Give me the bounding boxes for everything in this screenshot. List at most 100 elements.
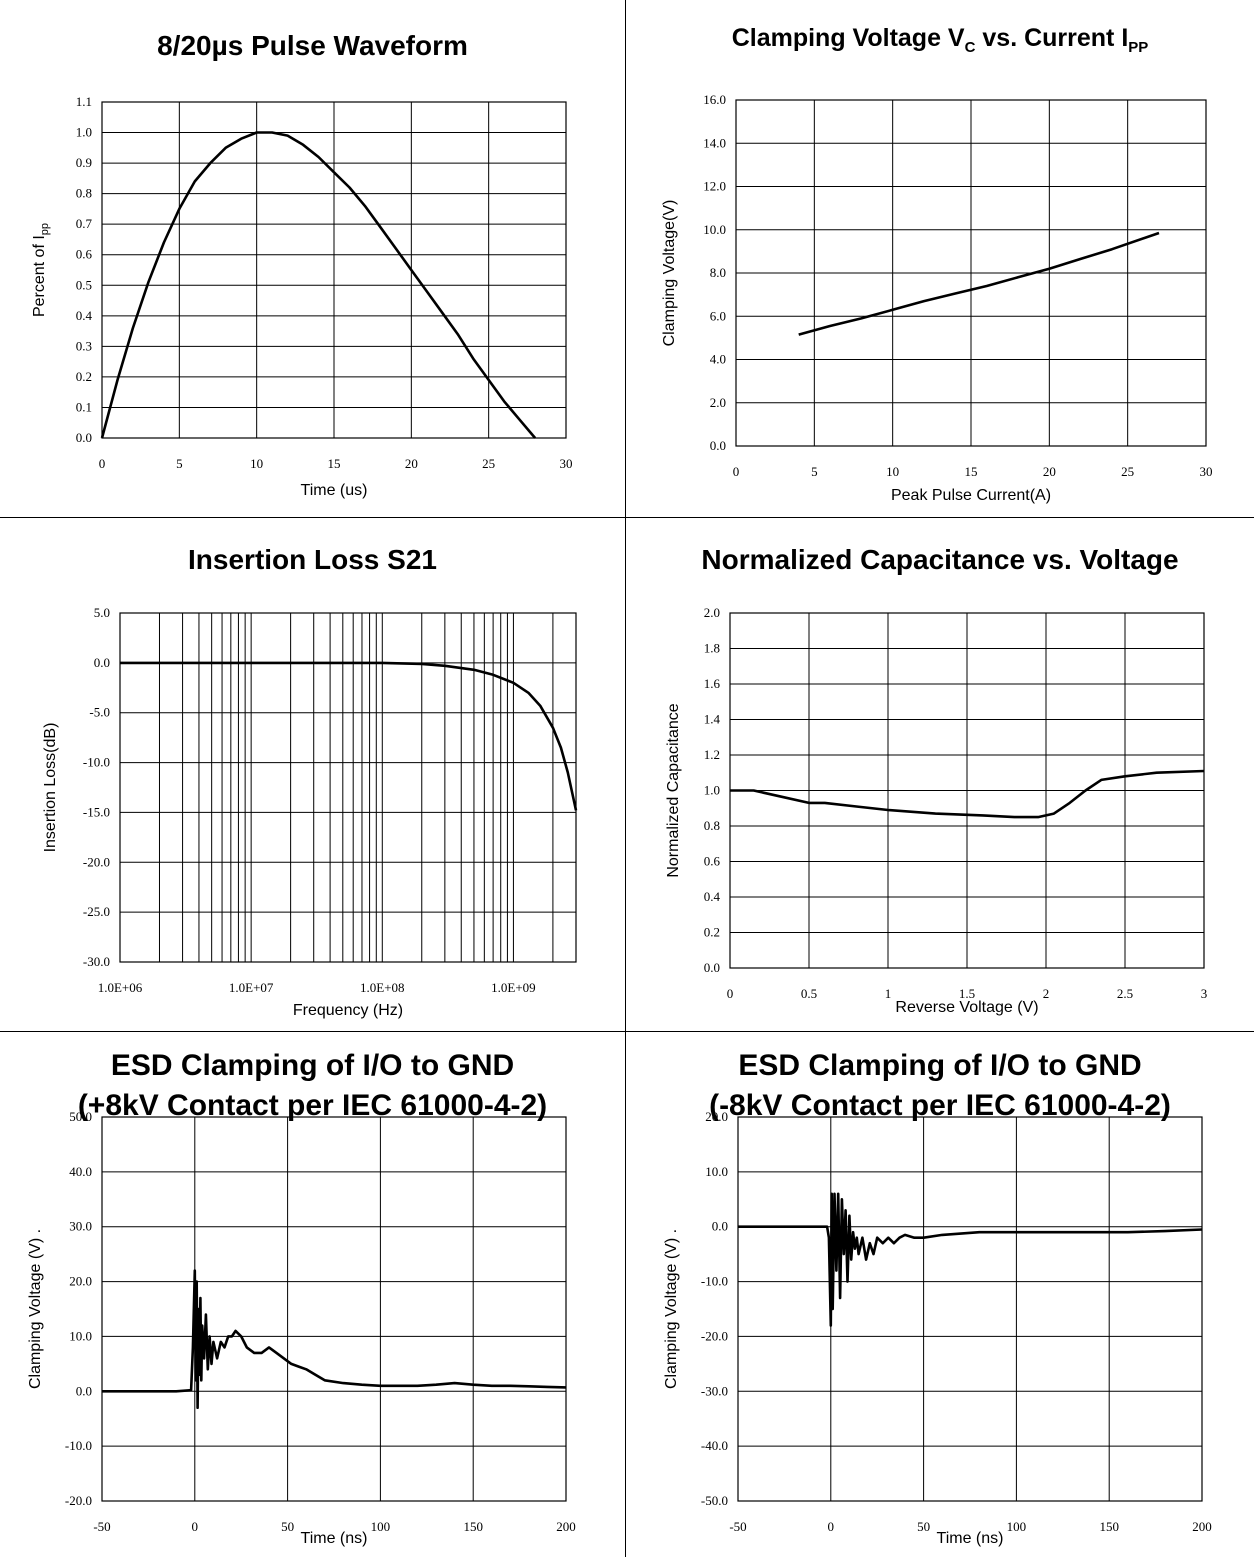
y-tick-label: 50.0	[69, 1109, 92, 1124]
y-tick-label: 0.0	[704, 960, 720, 975]
x-tick-label: 30	[1200, 464, 1213, 479]
chart-title: 8/20µs Pulse Waveform	[157, 30, 468, 61]
x-tick-label: 200	[1192, 1519, 1212, 1534]
x-tick-label: 0.5	[801, 986, 817, 1001]
x-axis-label: Time (ns)	[301, 1530, 368, 1547]
series-line	[730, 769, 1205, 819]
plot-area	[737, 1116, 1203, 1502]
chart-title-line1: ESD Clamping of I/O to GND	[738, 1049, 1142, 1082]
x-axis-label: Peak Pulse Current(A)	[891, 487, 1051, 504]
pulse-waveform-panel: 8/20µs Pulse Waveform 0.0 0.1 0.2 0.3 0.4 0.5…	[0, 0, 626, 518]
y-tick-label: 30.0	[69, 1219, 92, 1234]
x-axis-label: Time (ns)	[937, 1530, 1004, 1547]
y-axis-label: Clamping Voltage (V) .	[663, 1229, 680, 1389]
series-line	[798, 231, 1160, 336]
x-tick-label: 1.0E+07	[229, 980, 274, 995]
x-tick-label: 2	[1043, 986, 1050, 1001]
clamping-voltage-chart: 0.0 2.0 4.0 6.0 8.0 10.0 12.0 14.0 16.0 0 5 10 15 20 2…	[661, 92, 1213, 504]
x-axis-label: Time (us)	[301, 482, 368, 499]
y-tick-label: -40.0	[701, 1438, 728, 1453]
grid	[729, 612, 1205, 969]
y-tick-label: -30.0	[83, 954, 110, 969]
y-tick-label: 1.0	[76, 125, 92, 140]
x-tick-label: 15	[965, 464, 978, 479]
y-tick-label: 14.0	[703, 135, 726, 150]
x-tick-label: 100	[371, 1519, 391, 1534]
x-tick-label: 50	[917, 1519, 930, 1534]
y-tick-label: 1.8	[704, 641, 720, 656]
esd-positive-panel: ESD Clamping of I/O to GND (+8kV Contact…	[0, 1032, 626, 1557]
y-tick-label: 0.0	[76, 1383, 92, 1398]
x-tick-label: 10	[886, 464, 899, 479]
grid	[737, 1116, 1203, 1502]
clamping-voltage-panel: Clamping Voltage VC vs. Current IPP 0.0 2…	[626, 0, 1254, 518]
chart-title: Normalized Capacitance vs. Voltage	[701, 544, 1179, 575]
y-tick-label: 0.2	[76, 369, 92, 384]
y-axis-label: Normalized Capacitance	[665, 703, 682, 877]
y-tick-label: 0.3	[76, 338, 92, 353]
x-tick-label: 25	[482, 456, 495, 471]
y-tick-label: -30.0	[701, 1383, 728, 1398]
esd-negative-panel: ESD Clamping of I/O to GND (-8kV Contact…	[626, 1032, 1254, 1557]
grid	[101, 1116, 567, 1502]
plot-area	[101, 1116, 567, 1502]
y-tick-label: 0.0	[76, 430, 92, 445]
plot-area	[119, 612, 577, 963]
x-tick-label: -50	[93, 1519, 110, 1534]
y-axis-label-sub: pp	[39, 223, 51, 235]
y-tick-label: 20.0	[705, 1109, 728, 1124]
insertion-loss-chart: -30.0 -25.0 -20.0 -15.0 -10.0 -5.0 0.0 5.0 1.0E+…	[42, 605, 578, 1019]
x-tick-label: 0	[828, 1519, 835, 1534]
series-line	[738, 1192, 1203, 1327]
y-tick-label: -50.0	[701, 1493, 728, 1508]
x-tick-label: 1.0E+08	[360, 980, 405, 995]
y-tick-label: 5.0	[94, 605, 110, 620]
y-tick-label: 0.0	[710, 438, 726, 453]
y-tick-label: 2.0	[704, 605, 720, 620]
chart-title: Clamping Voltage VC vs. Current IPP	[731, 24, 1149, 56]
y-tick-label: 0.8	[704, 818, 720, 833]
y-tick-label: 0.6	[704, 854, 721, 869]
y-tick-label: -25.0	[83, 904, 110, 919]
y-tick-label: 0.7	[76, 216, 93, 231]
y-tick-label: 0.0	[712, 1219, 728, 1234]
y-tick-label: -20.0	[83, 854, 110, 869]
x-tick-label: 0	[733, 464, 740, 479]
y-tick-label: 1.4	[704, 712, 721, 727]
x-tick-label: 1.0E+09	[491, 980, 536, 995]
y-tick-label: 12.0	[703, 179, 726, 194]
y-tick-label: 10.0	[705, 1164, 728, 1179]
y-tick-label: -10.0	[83, 755, 110, 770]
series-line	[102, 1269, 567, 1409]
y-tick-label: 0.5	[76, 277, 92, 292]
y-tick-label: 20.0	[69, 1274, 92, 1289]
y-tick-label: 8.0	[710, 265, 726, 280]
y-tick-label: -10.0	[701, 1274, 728, 1289]
y-tick-label: 6.0	[710, 308, 726, 323]
y-tick-label: -10.0	[65, 1438, 92, 1453]
grid	[101, 101, 567, 439]
x-tick-label: 25	[1121, 464, 1134, 479]
y-tick-label: 1.0	[704, 783, 720, 798]
y-tick-label: 16.0	[703, 92, 726, 107]
y-tick-label: -15.0	[83, 804, 110, 819]
y-tick-label: 0.6	[76, 247, 93, 262]
x-tick-label: 150	[463, 1519, 483, 1534]
y-tick-label: 40.0	[69, 1164, 92, 1179]
y-tick-label: 10.0	[703, 222, 726, 237]
chart-title: Insertion Loss S21	[188, 544, 437, 575]
x-tick-label: 0	[727, 986, 734, 1001]
y-tick-label: 0.8	[76, 186, 92, 201]
x-tick-label: 50	[281, 1519, 294, 1534]
y-tick-label: 1.1	[76, 94, 92, 109]
x-tick-label: 1.0E+06	[98, 980, 143, 995]
y-tick-label: -20.0	[65, 1493, 92, 1508]
x-tick-label: 2.5	[1117, 986, 1133, 1001]
esd-negative-chart: -50.0 -40.0 -30.0 -20.0 -10.0 0.0 10.0 20.0 -50 0…	[663, 1109, 1212, 1547]
y-axis-label-main: Percent of I	[31, 235, 48, 317]
series-line	[100, 131, 537, 439]
x-tick-label: 5	[811, 464, 818, 479]
x-tick-label: 3	[1201, 986, 1208, 1001]
y-tick-label: 0.9	[76, 155, 92, 170]
y-tick-label: 2.0	[710, 395, 726, 410]
